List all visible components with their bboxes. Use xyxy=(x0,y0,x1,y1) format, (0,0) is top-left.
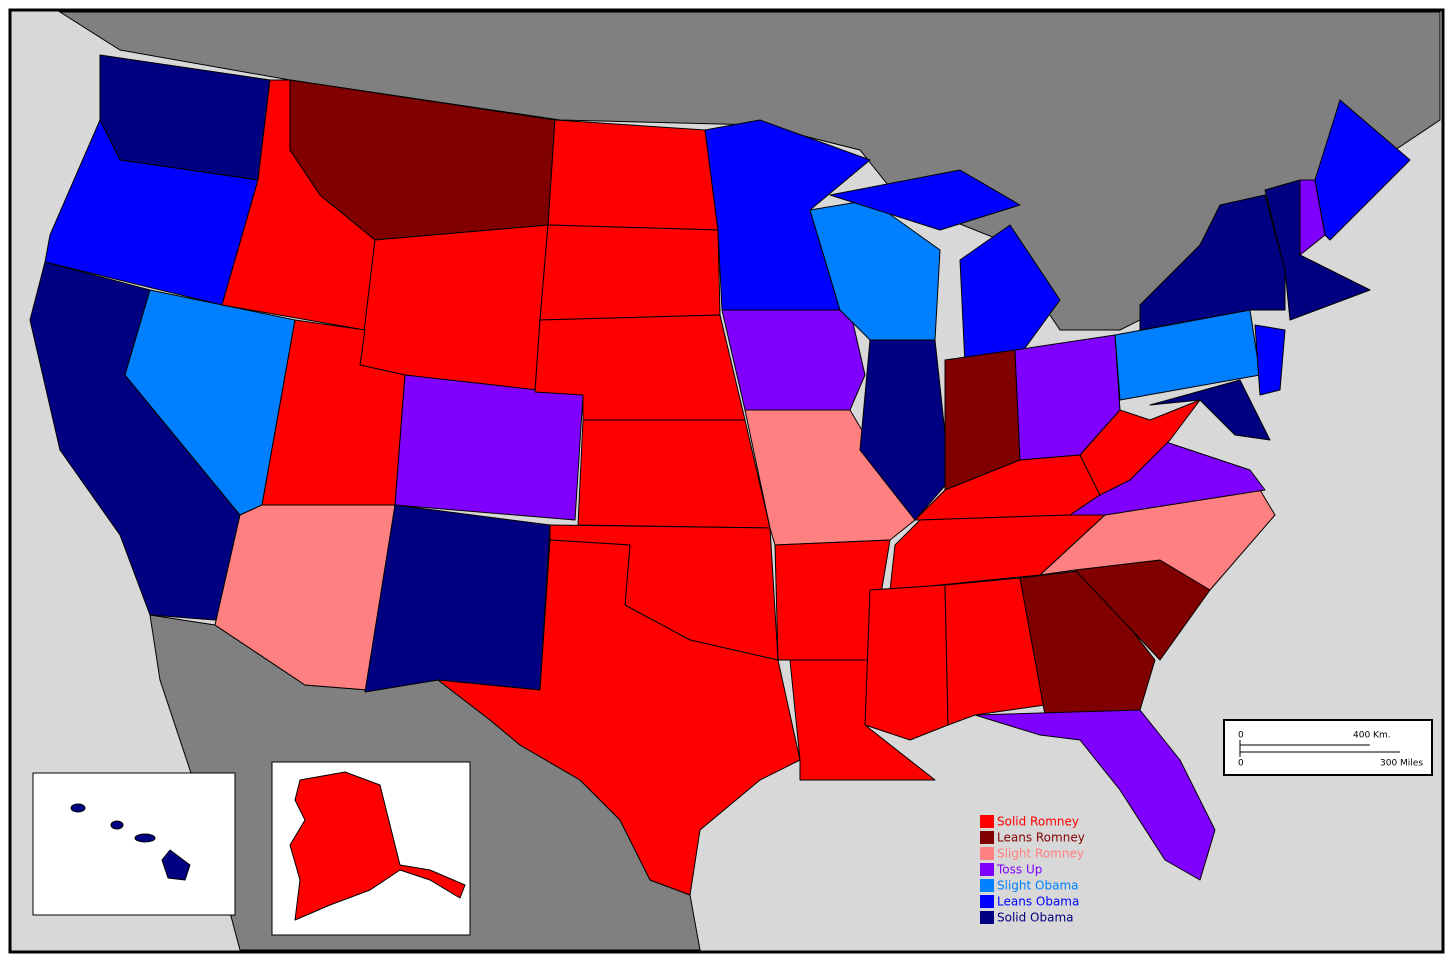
legend-label: Slight Obama xyxy=(997,879,1079,893)
scale-label: 0 xyxy=(1238,731,1244,741)
state xyxy=(110,820,124,830)
legend-swatch xyxy=(980,895,994,908)
state xyxy=(161,849,191,881)
hawaii-inset xyxy=(32,772,236,916)
hawaii xyxy=(70,803,191,881)
legend-label: Toss Up xyxy=(996,863,1042,877)
state xyxy=(134,833,156,843)
state xyxy=(577,419,771,529)
state xyxy=(859,339,951,521)
legend-swatch xyxy=(980,911,994,924)
legend-swatch xyxy=(980,815,994,828)
state xyxy=(1254,324,1286,396)
state xyxy=(974,709,1216,881)
state xyxy=(1079,399,1201,496)
state xyxy=(1314,99,1411,241)
state xyxy=(829,169,1021,231)
state xyxy=(864,584,949,741)
scale-bar xyxy=(1239,740,1400,757)
legend-swatch xyxy=(980,879,994,892)
legend-label: Leans Romney xyxy=(997,831,1085,845)
scale-label: 0 xyxy=(1238,759,1244,769)
state xyxy=(70,803,86,813)
legend-label: Leans Obama xyxy=(997,895,1079,909)
state xyxy=(721,309,866,411)
state xyxy=(394,374,584,521)
state xyxy=(547,119,719,231)
legend-label: Solid Obama xyxy=(997,911,1074,925)
state xyxy=(289,771,466,921)
legend-swatch xyxy=(980,831,994,844)
scale-box xyxy=(1223,719,1433,776)
legend-swatch xyxy=(980,863,994,876)
scale-label: 300 Miles xyxy=(1380,759,1423,769)
scale-label: 400 Km. xyxy=(1353,731,1391,741)
state xyxy=(1149,379,1271,441)
legend: Solid Romney Leans Romney Slight Romney Tos… xyxy=(980,815,1085,925)
state xyxy=(364,504,551,693)
states xyxy=(29,54,1411,896)
state xyxy=(437,539,801,896)
state xyxy=(944,577,1046,726)
legend-swatch xyxy=(980,847,994,860)
legend-label: Slight Romney xyxy=(997,847,1084,861)
state xyxy=(359,224,549,393)
state xyxy=(539,224,721,321)
state xyxy=(959,224,1061,366)
state xyxy=(1019,569,1156,716)
legend-label: Solid Romney xyxy=(997,815,1079,829)
